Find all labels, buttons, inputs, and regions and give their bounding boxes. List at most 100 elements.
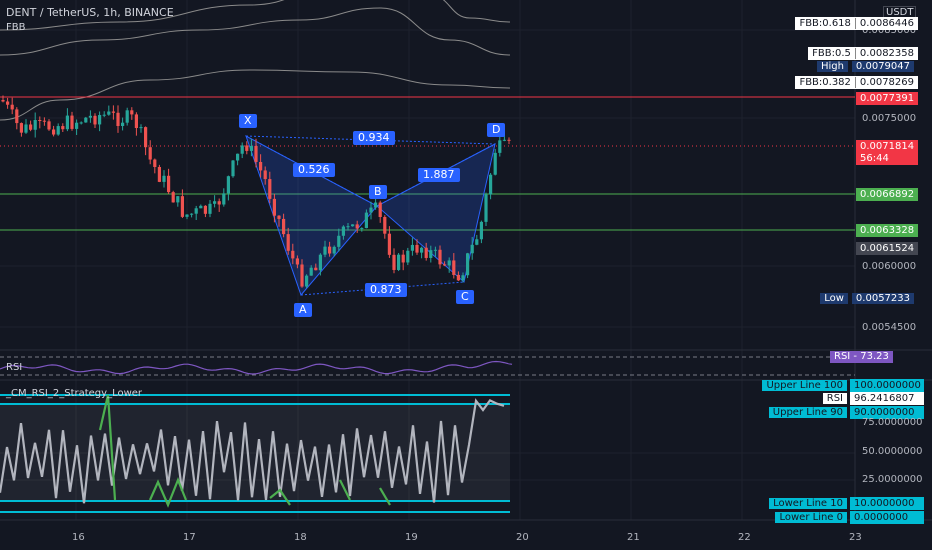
candle-body — [148, 147, 152, 160]
pattern-point-c[interactable]: C — [456, 290, 474, 304]
pattern-ratio-label[interactable]: 1.887 — [418, 168, 460, 182]
candle-body — [254, 145, 258, 162]
strategy-tag-value: 96.2416807 — [850, 392, 924, 405]
candle-body — [203, 205, 207, 214]
fbb-band-0382 — [0, 69, 511, 121]
candle-body — [277, 215, 281, 219]
candle-body — [456, 274, 460, 281]
pattern-point-a[interactable]: A — [294, 303, 312, 317]
indicator-label[interactable]: FBB — [6, 22, 26, 33]
candle-body — [176, 196, 180, 203]
strategy-tag-value: 100.0000000 — [850, 379, 924, 392]
strategy-tag-value: 0.0000000 — [850, 511, 924, 524]
candle-body — [79, 122, 83, 124]
candle-body — [314, 267, 318, 271]
price-tag: 0.0063328 — [856, 224, 918, 237]
candle-body — [364, 212, 368, 229]
candle-body — [429, 250, 433, 258]
candle-body — [484, 194, 488, 222]
candle-body — [401, 254, 405, 263]
candle-body — [383, 216, 387, 234]
pattern-ratio-label[interactable]: 0.934 — [353, 131, 395, 145]
candle-body — [282, 218, 286, 235]
candle-body — [351, 224, 355, 227]
candle-body — [61, 126, 65, 130]
price-tag-value: 0.0086446 — [859, 18, 914, 29]
price-tag-value: 0.0071814 — [860, 141, 915, 152]
candle-body — [102, 114, 106, 116]
candle-body — [328, 246, 332, 254]
candle-body — [341, 226, 345, 236]
candle-body — [47, 121, 51, 130]
candle-body — [121, 122, 125, 127]
pattern-ratio-label[interactable]: 0.873 — [365, 283, 407, 297]
candle-body — [392, 254, 396, 270]
candle-body — [10, 104, 14, 110]
pattern-point-x[interactable]: X — [239, 114, 257, 128]
candle-body — [75, 122, 79, 129]
strategy-pane-title[interactable]: _CM_RSI_2_Strategy_Lower — [6, 388, 143, 399]
pattern-ratio-label[interactable]: 0.526 — [293, 163, 335, 177]
candle-body — [245, 145, 249, 151]
candle-body — [185, 214, 189, 217]
fbb-upper-band — [0, 0, 511, 31]
candle-body — [1, 100, 5, 102]
strategy-tag-label: Lower Line 10 — [769, 498, 847, 509]
candle-body — [15, 109, 19, 124]
candle-body — [171, 192, 175, 203]
strategy-signal-segment — [379, 487, 391, 506]
candle-body — [157, 166, 161, 182]
price-tag-value: 0.0082358 — [859, 48, 914, 59]
candle-body — [475, 239, 479, 245]
candle-body — [38, 120, 42, 122]
strategy-tag-label: Upper Line 100 — [762, 380, 847, 391]
strategy-tick: 25.0000000 — [862, 474, 923, 485]
strategy-tag: RSI 96.2416807 — [822, 392, 924, 405]
strategy-tick: 50.0000000 — [862, 446, 923, 457]
candle-body — [199, 205, 203, 209]
candle-body — [470, 244, 474, 254]
candle-body — [295, 258, 299, 265]
price-tag-value: 0.0063328 — [860, 225, 915, 236]
time-tick: 18 — [294, 532, 307, 543]
price-tag: Low 0.0057233 — [816, 292, 918, 305]
candle-body — [323, 246, 327, 255]
rsi-pane-label[interactable]: RSI — [6, 362, 23, 373]
price-tag-value: 0.0057233 — [851, 293, 914, 304]
candle-body — [130, 110, 134, 115]
candle-body — [19, 123, 23, 133]
strategy-tag-value: 10.0000000 — [850, 497, 924, 510]
pattern-point-b[interactable]: B — [369, 185, 387, 199]
candle-body — [466, 253, 470, 276]
price-tag: 0.0066892 — [856, 188, 918, 201]
symbol-title[interactable]: DENT / TetherUS, 1h, BINANCE — [6, 6, 174, 19]
pattern-point-d[interactable]: D — [487, 123, 506, 137]
strategy-tag: Lower Line 0 0.0000000 — [775, 511, 924, 524]
candle-body — [240, 145, 244, 154]
candle-body — [139, 127, 143, 129]
candle-body — [332, 246, 336, 254]
price-tag-value: 56:44 — [860, 153, 889, 164]
candle-body — [236, 153, 240, 161]
price-tag-value: 0.0066892 — [860, 189, 915, 200]
candle-body — [263, 170, 267, 180]
candle-body — [355, 224, 359, 229]
price-tag-label: High — [816, 61, 848, 72]
price-tick: 0.0075000 — [862, 113, 917, 124]
price-tag: High 0.0079047 — [813, 60, 918, 73]
candle-body — [415, 244, 419, 253]
price-tag-label: Low — [820, 293, 848, 304]
candle-body — [167, 175, 171, 193]
candle-body — [447, 260, 451, 266]
candle-body — [226, 176, 230, 194]
candle-body — [309, 267, 313, 276]
chart-grid — [0, 0, 855, 520]
candle-body — [42, 120, 46, 122]
time-tick: 19 — [405, 532, 418, 543]
candle-body — [70, 115, 74, 129]
strategy-tag-value: 90.0000000 — [850, 406, 924, 419]
candle-body — [88, 115, 92, 118]
candle-body — [479, 221, 483, 240]
